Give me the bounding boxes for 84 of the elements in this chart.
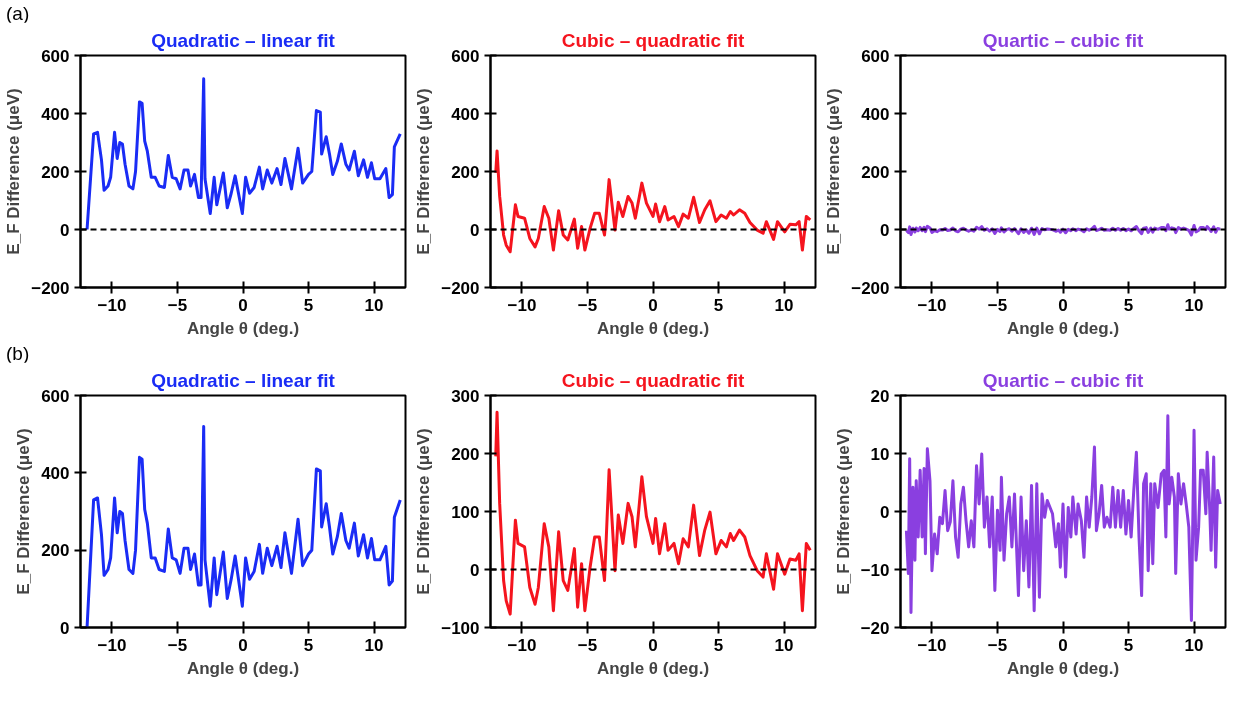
x-tick-label: −10 xyxy=(97,635,127,655)
x-axis-title: Angle θ (deg.) xyxy=(1006,658,1120,678)
y-axis-title: E_F Difference (μeV) xyxy=(414,428,434,595)
y-tick-label: 600 xyxy=(41,46,70,66)
x-tick-label: 0 xyxy=(238,295,248,315)
x-tick-label: 5 xyxy=(1123,295,1134,315)
line-series xyxy=(85,77,402,231)
y-tick-label: 600 xyxy=(451,46,480,66)
y-tick-label: −10 xyxy=(860,560,890,580)
y-tick-label: 20 xyxy=(870,386,890,406)
x-tick-label: 10 xyxy=(1184,635,1204,655)
y-tick-label: 100 xyxy=(451,502,480,522)
y-tick-label: −200 xyxy=(851,278,890,298)
y-tick-label: 400 xyxy=(861,104,890,124)
y-tick-label: 200 xyxy=(451,444,480,464)
y-tick-label: 400 xyxy=(41,104,70,124)
line-series xyxy=(494,149,812,254)
x-tick-label: −10 xyxy=(507,635,537,655)
chart-title: Quadratic – linear fit xyxy=(151,29,336,51)
y-axis-title: E_F Difference (μeV) xyxy=(4,88,24,255)
line-series xyxy=(494,410,812,616)
x-tick-label: −5 xyxy=(167,295,188,315)
x-tick-label: 0 xyxy=(648,635,658,655)
x-tick-label: 5 xyxy=(713,295,724,315)
x-tick-label: −10 xyxy=(507,295,537,315)
y-tick-label: 300 xyxy=(451,386,480,406)
chart-title: Quartic – cubic fit xyxy=(982,29,1144,51)
y-tick-label: 200 xyxy=(451,162,480,182)
x-tick-label: 0 xyxy=(648,295,658,315)
y-axis-title: E_F Difference (μeV) xyxy=(14,428,34,595)
y-axis-title: E_F Difference (μeV) xyxy=(824,88,844,255)
x-tick-label: 0 xyxy=(238,635,248,655)
x-tick-label: 0 xyxy=(1058,635,1068,655)
chart-title: Quartic – cubic fit xyxy=(982,369,1144,391)
y-tick-label: 0 xyxy=(880,502,890,522)
x-axis-title: Angle θ (deg.) xyxy=(186,318,300,338)
x-tick-label: 10 xyxy=(774,635,794,655)
y-tick-label: −100 xyxy=(441,618,480,638)
y-tick-label: 0 xyxy=(60,220,70,240)
x-tick-label: 10 xyxy=(774,295,794,315)
line-series xyxy=(904,414,1222,623)
x-tick-label: 10 xyxy=(1184,295,1204,315)
text: (a) xyxy=(6,2,30,26)
chart-title: Quadratic – linear fit xyxy=(151,369,336,391)
y-tick-label: 400 xyxy=(451,104,480,124)
x-tick-label: −5 xyxy=(577,295,598,315)
x-tick-label: 5 xyxy=(303,635,314,655)
y-tick-label: 600 xyxy=(41,386,70,406)
y-tick-label: 400 xyxy=(41,463,70,483)
x-tick-label: 10 xyxy=(364,635,384,655)
x-tick-label: −10 xyxy=(917,295,947,315)
chart-title: Cubic – quadratic fit xyxy=(561,29,745,51)
x-tick-label: 10 xyxy=(364,295,384,315)
x-tick-label: −5 xyxy=(577,635,598,655)
x-axis-title: Angle θ (deg.) xyxy=(596,658,710,678)
x-tick-label: 0 xyxy=(1058,295,1068,315)
x-tick-label: −5 xyxy=(167,635,188,655)
y-tick-label: −200 xyxy=(31,278,70,298)
y-tick-label: 600 xyxy=(861,46,890,66)
text: (b) xyxy=(6,342,30,366)
y-tick-label: −200 xyxy=(441,278,480,298)
x-tick-label: −5 xyxy=(987,295,1008,315)
x-tick-label: −5 xyxy=(987,635,1008,655)
y-tick-label: 0 xyxy=(470,560,480,580)
y-tick-label: 0 xyxy=(470,220,480,240)
y-tick-label: 200 xyxy=(41,162,70,182)
x-tick-label: 5 xyxy=(713,635,724,655)
y-tick-label: 200 xyxy=(41,541,70,561)
y-tick-label: −20 xyxy=(860,618,890,638)
y-tick-label: 0 xyxy=(60,618,70,638)
y-axis-title: E_F Difference (μeV) xyxy=(833,428,853,595)
x-tick-label: 5 xyxy=(1123,635,1134,655)
chart-title: Cubic – quadratic fit xyxy=(561,369,745,391)
y-tick-label: 10 xyxy=(870,444,890,464)
y-axis-title: E_F Difference (μeV) xyxy=(414,88,434,255)
x-axis-title: Angle θ (deg.) xyxy=(1006,318,1120,338)
x-axis-title: Angle θ (deg.) xyxy=(596,318,710,338)
line-series xyxy=(85,424,402,628)
x-axis-title: Angle θ (deg.) xyxy=(186,658,300,678)
x-tick-label: −10 xyxy=(917,635,947,655)
y-tick-label: 200 xyxy=(861,162,890,182)
y-tick-label: 0 xyxy=(880,220,890,240)
x-tick-label: −10 xyxy=(97,295,127,315)
x-tick-label: 5 xyxy=(303,295,314,315)
